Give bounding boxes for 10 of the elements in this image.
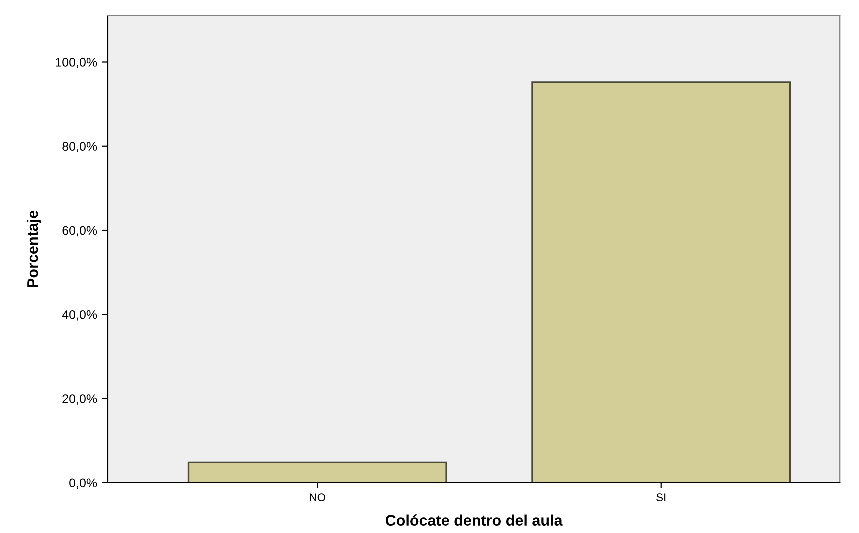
y-tick-label: 60,0%: [62, 226, 98, 237]
y-tick-label: 20,0%: [62, 394, 98, 405]
x-tick-label: SI: [656, 494, 666, 502]
x-axis-title: Colócate dentro del aula: [386, 514, 563, 526]
y-tick-label: 0,0%: [70, 478, 98, 490]
x-tick-label: NO: [310, 494, 326, 502]
y-axis-title: Porcentaje: [27, 210, 42, 288]
y-tick-label: 100,0%: [56, 58, 98, 68]
y-tick-label: 80,0%: [62, 142, 98, 153]
y-tick-label: 40,0%: [62, 310, 98, 321]
